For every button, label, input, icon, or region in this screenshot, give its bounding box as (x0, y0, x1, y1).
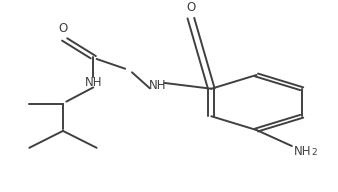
Text: NH: NH (148, 79, 166, 92)
Text: NH: NH (84, 76, 102, 89)
Text: O: O (186, 1, 195, 14)
Text: 2: 2 (311, 148, 317, 157)
Text: O: O (58, 22, 68, 35)
Text: NH: NH (293, 145, 311, 158)
